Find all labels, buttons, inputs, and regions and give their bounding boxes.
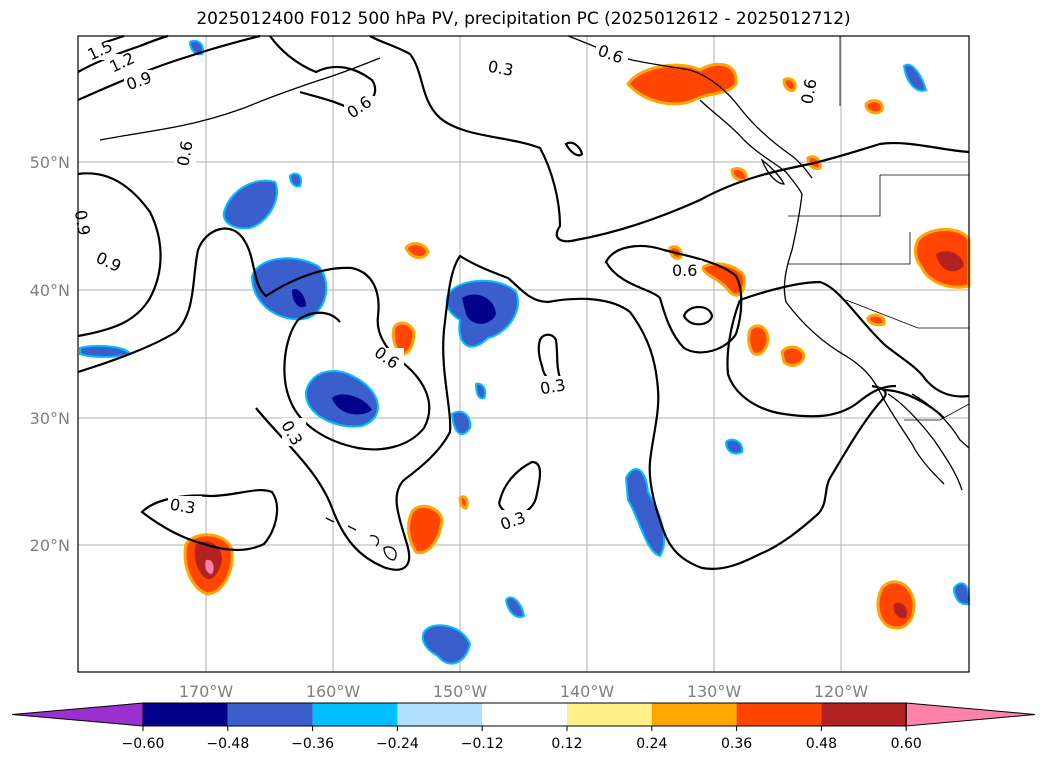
pv-contour: [739, 280, 970, 398]
colorbar-extend-low: [11, 702, 144, 727]
colorbar-cell: [482, 703, 567, 726]
colorbar-tick-label: 0.48: [806, 736, 837, 752]
precip-blob: [205, 559, 214, 574]
pv-contour: [140, 488, 279, 552]
precip-blob: [222, 179, 278, 230]
contour-label: 0.6: [672, 261, 697, 280]
colorbar-tick-label: −0.24: [376, 736, 419, 752]
lat-tick-label: 50°N: [30, 153, 70, 172]
precip-blob: [188, 39, 204, 56]
colorbar-cell: [651, 703, 737, 726]
colorbar-tick-label: 0.36: [721, 736, 752, 752]
colorbar-tick-label: −0.36: [291, 736, 334, 752]
chart-title: 2025012400 F012 500 hPa PV, precipitatio…: [196, 9, 851, 29]
lat-tick-labels: 50°N 40°N 30°N 20°N: [30, 153, 70, 555]
precip-negative-anomalies: [79, 39, 971, 665]
colorbar-cell: [143, 703, 228, 726]
pv-contour: [726, 299, 945, 419]
pv-contour: [498, 460, 542, 517]
lon-tick-label: 160°W: [306, 682, 361, 701]
lon-tick-label: 170°W: [179, 682, 234, 701]
precip-blob: [504, 596, 526, 618]
precip-positive-anomalies: [183, 62, 971, 630]
pv-contour: [269, 35, 970, 243]
colorbar: −0.60 −0.48 −0.36 −0.24 −0.12 0.12 0.24 0.36 0.4…: [11, 702, 1036, 752]
bc-coast: [699, 99, 803, 195]
colorbar-tick-label: −0.12: [461, 736, 504, 752]
pv-contour: [564, 141, 584, 157]
precip-blob: [391, 321, 416, 356]
lon-tick-label: 140°W: [560, 682, 615, 701]
lon-tick-label: 130°W: [687, 682, 742, 701]
baja-california: [887, 393, 963, 491]
precip-blob: [474, 382, 487, 400]
lon-tick-labels: 170°W 160°W 150°W 140°W 130°W 120°W: [179, 682, 869, 701]
precip-blob: [407, 504, 444, 555]
colorbar-cell: [227, 703, 313, 726]
precip-blob: [332, 394, 372, 415]
precip-blob: [864, 99, 884, 115]
precip-blob: [404, 242, 430, 259]
precip-blob: [458, 495, 469, 510]
colorbar-cell: [567, 703, 652, 726]
pv-contour: [255, 254, 887, 571]
precip-blob: [288, 172, 302, 188]
precip-blob: [893, 602, 907, 619]
us-west-coast: [783, 193, 945, 485]
contour-label: 0.9: [71, 209, 94, 237]
precip-blob: [902, 63, 928, 92]
lat-tick-label: 40°N: [30, 281, 70, 300]
contour-label: 0.6: [173, 139, 196, 167]
precip-blob: [782, 77, 797, 92]
contour-label: 0.6: [797, 77, 820, 105]
hawaii-islands: [325, 517, 397, 561]
colorbar-cell: [736, 703, 822, 726]
pv-contour: [682, 305, 714, 326]
colorbar-tick-label: −0.60: [122, 736, 165, 752]
precip-blob: [421, 624, 472, 665]
lat-tick-label: 30°N: [30, 409, 70, 428]
precip-blob: [866, 313, 886, 327]
precip-blob: [747, 324, 770, 356]
colorbar-tick-label: 0.12: [551, 736, 582, 752]
aleutian-islands: [99, 57, 381, 141]
colorbar-frame: [142, 702, 907, 727]
colorbar-tick-label: 0.60: [891, 736, 922, 752]
pv-contour: [77, 34, 169, 73]
colorbar-tick-label: 0.24: [636, 736, 667, 752]
colorbar-extend-high: [905, 702, 1036, 727]
precip-blob: [462, 294, 496, 324]
pv-contour: [604, 244, 743, 354]
political-borders: [788, 36, 970, 421]
pv-contour: [77, 34, 261, 102]
contour-label: 0.3: [539, 375, 567, 398]
precip-blob: [450, 410, 472, 436]
precip-blob: [250, 257, 328, 321]
pv-contour: [77, 227, 431, 451]
colorbar-tick-label: −0.48: [206, 736, 249, 752]
colorbar-cell: [397, 703, 483, 726]
lon-tick-label: 120°W: [814, 682, 869, 701]
lon-tick-label: 150°W: [433, 682, 488, 701]
lat-tick-label: 20°N: [30, 536, 70, 555]
precip-blob: [936, 251, 964, 272]
colorbar-cell: [312, 703, 398, 726]
contour-label: 0.3: [486, 57, 514, 80]
precip-blob: [292, 289, 306, 308]
colorbar-cell: [821, 703, 907, 726]
precip-blob: [626, 62, 738, 106]
precip-blob: [724, 438, 744, 455]
contour-label: 0.3: [168, 495, 196, 518]
vancouver-island: [760, 158, 786, 185]
precip-blob: [780, 345, 806, 367]
pv-contour: [77, 172, 162, 338]
map-frame: [77, 35, 970, 673]
